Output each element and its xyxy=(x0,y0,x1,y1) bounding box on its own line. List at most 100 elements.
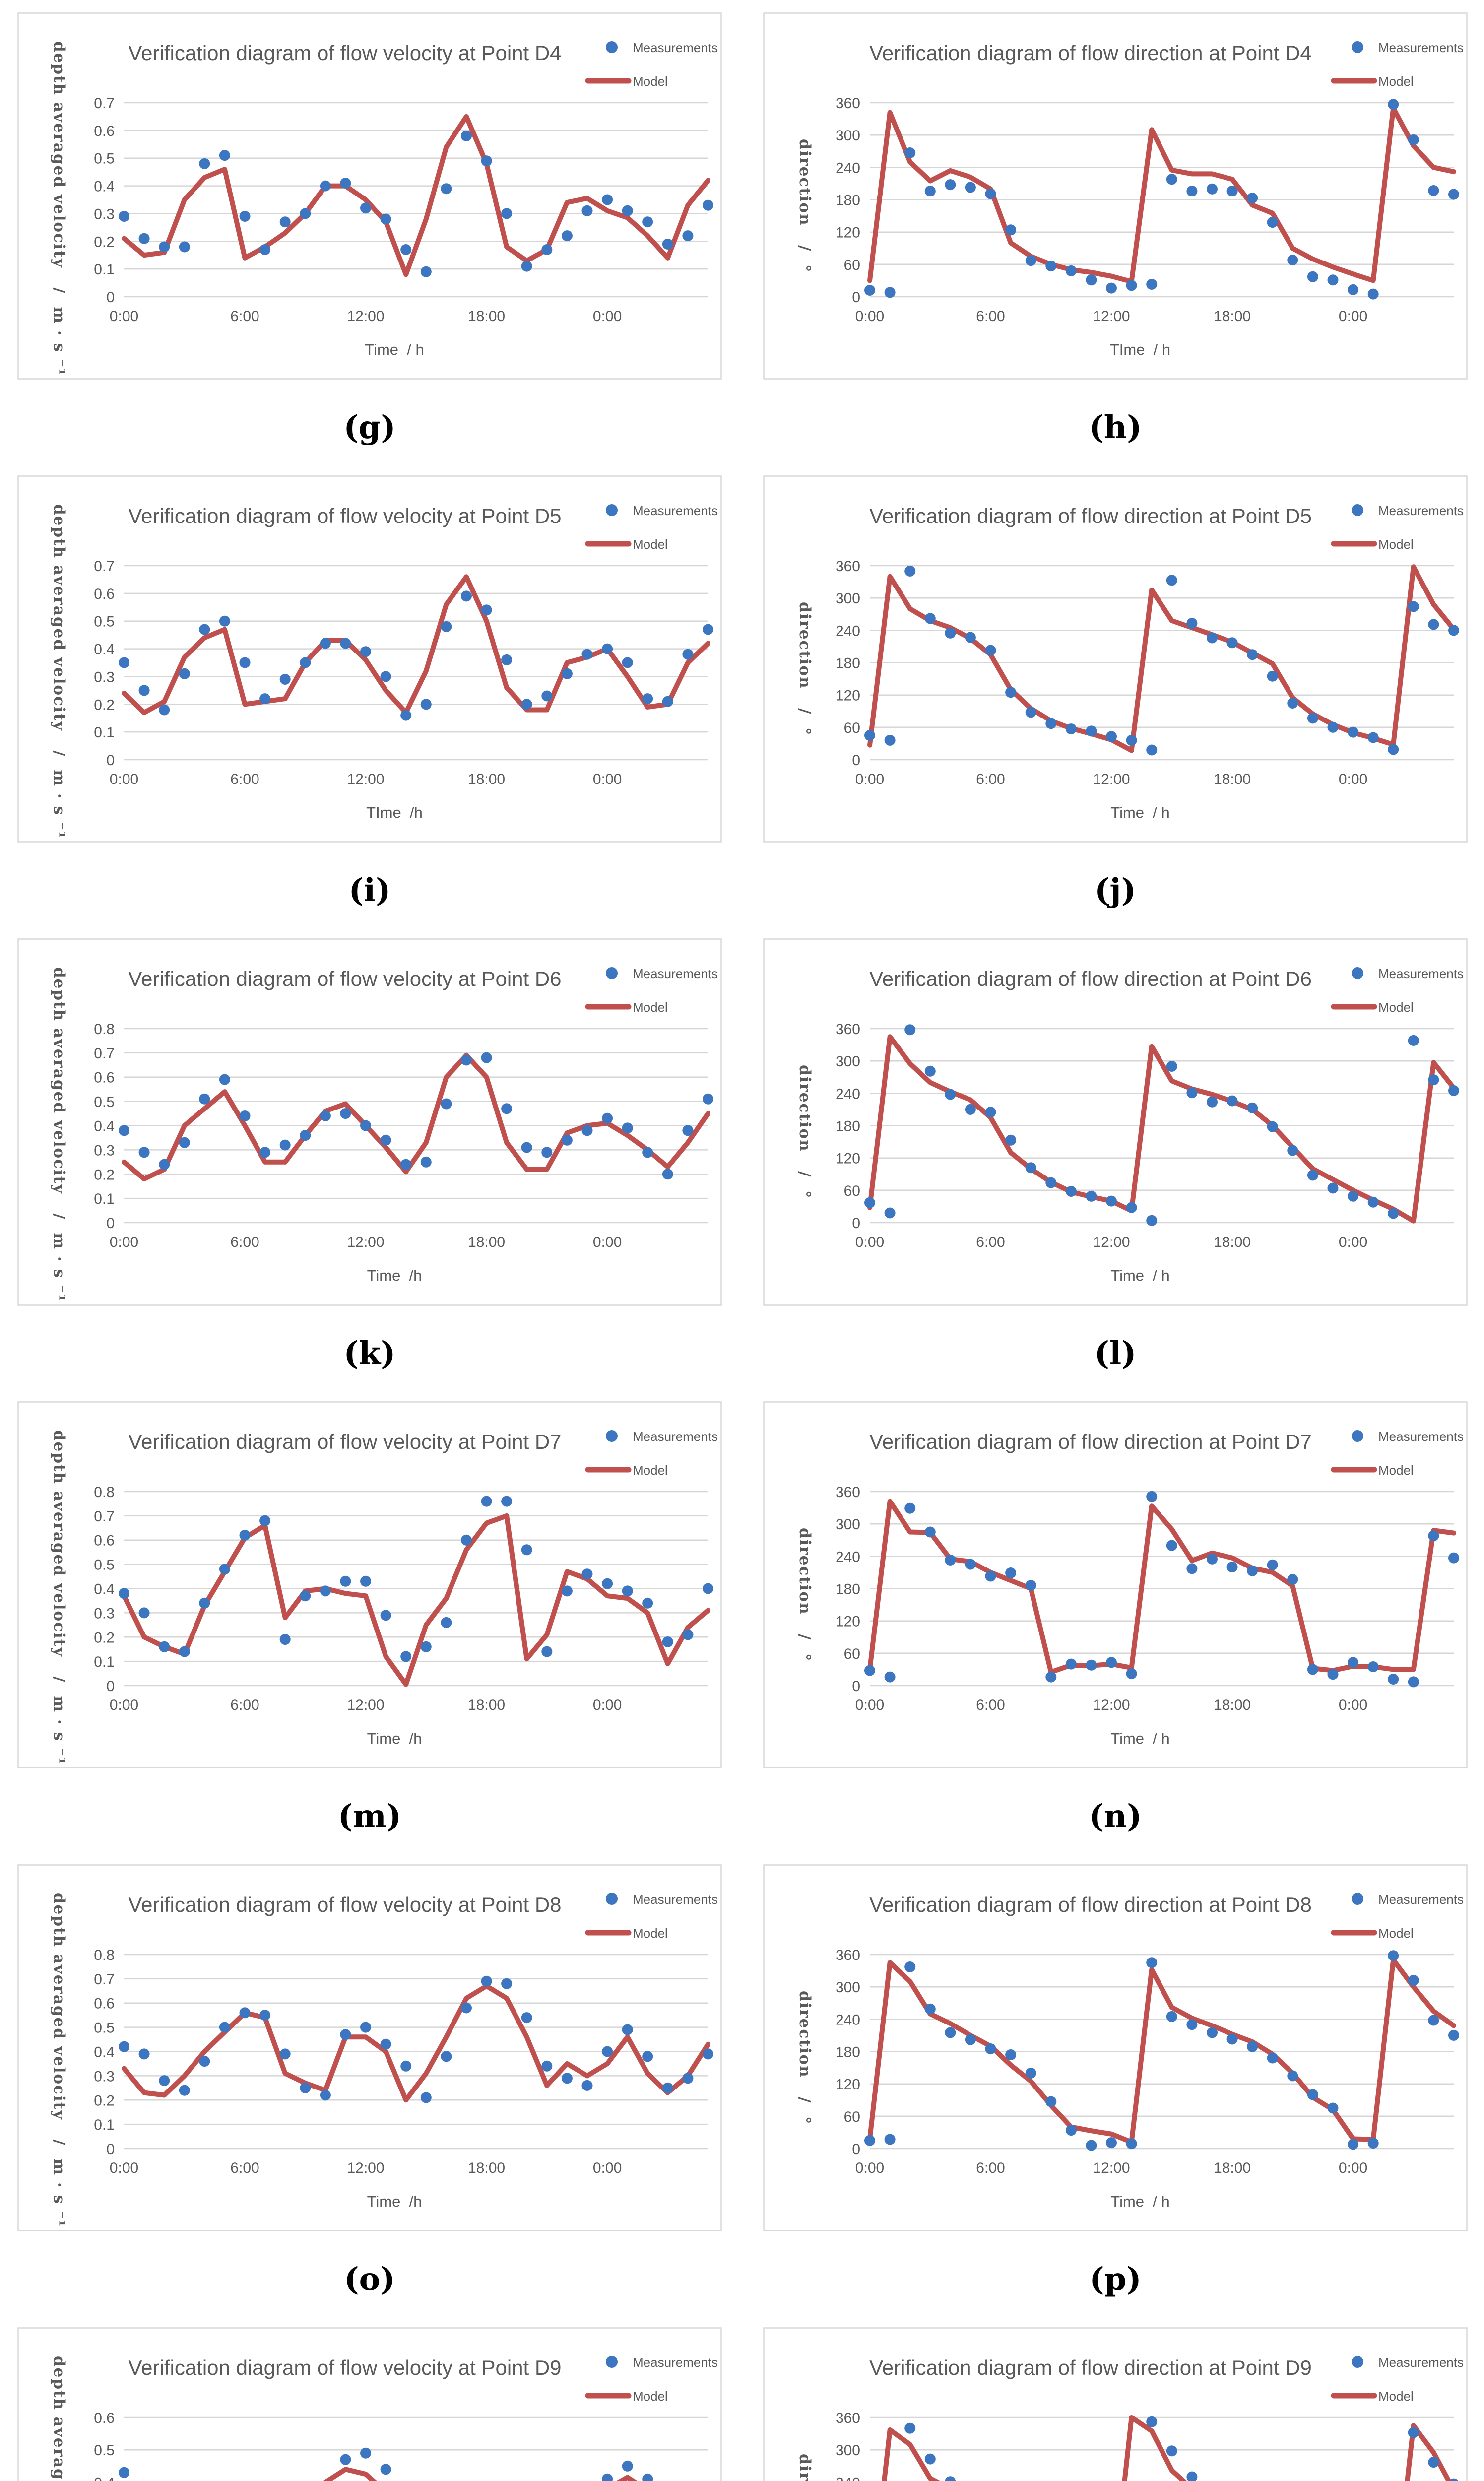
y-axis-title: direction / ° xyxy=(796,1991,814,2125)
measurement-dot xyxy=(1408,134,1419,145)
measurement-dot xyxy=(622,2024,633,2035)
measurement-dot xyxy=(300,208,311,219)
measurement-dot xyxy=(662,238,673,250)
measurement-dot xyxy=(461,1054,472,1066)
measurement-dot xyxy=(119,1125,129,1136)
measurement-dot xyxy=(864,1197,875,1208)
measurement-dot xyxy=(1408,1035,1419,1046)
measurement-dot xyxy=(541,2060,553,2072)
y-tick-label: 0 xyxy=(852,2141,860,2157)
y-tick-label: 0.4 xyxy=(94,2475,115,2481)
measurement-dot xyxy=(1065,723,1077,735)
measurement-dot xyxy=(441,183,452,195)
measurement-dot xyxy=(622,657,633,668)
measurement-dot xyxy=(1166,174,1177,185)
measurement-dot xyxy=(682,230,694,242)
measurement-dot xyxy=(1086,1659,1097,1671)
measurement-dot xyxy=(541,690,553,702)
legend-measurements-label: Measurements xyxy=(633,503,718,518)
x-axis-title: Time / h xyxy=(365,341,424,358)
measurement-dot xyxy=(642,1597,653,1609)
measurement-dot xyxy=(924,186,936,197)
measurement-dot xyxy=(1448,625,1459,636)
y-tick-label: 360 xyxy=(836,558,860,575)
measurement-dot xyxy=(1408,1975,1419,1986)
y-tick-label: 0.5 xyxy=(94,1557,115,1573)
legend-measurements-label: Measurements xyxy=(1378,966,1464,981)
measurement-dot xyxy=(320,1110,331,1121)
panel-label-k: (k) xyxy=(343,1335,396,1372)
chart-title: Verification diagram of flow direction a… xyxy=(869,41,1312,65)
measurement-dot xyxy=(985,1107,996,1118)
legend-measurements-label: Measurements xyxy=(1378,503,1464,518)
panel-label-j: (j) xyxy=(1095,872,1136,909)
measurement-dot xyxy=(360,202,371,214)
measurement-dot xyxy=(662,1169,673,1180)
x-tick-label: 6:00 xyxy=(976,1697,1005,1713)
y-tick-label: 240 xyxy=(836,1549,860,1565)
y-tick-label: 0.3 xyxy=(94,669,115,685)
measurement-dot xyxy=(239,657,251,668)
y-tick-label: 180 xyxy=(836,1118,860,1135)
measurement-dot xyxy=(400,1159,412,1170)
chart-title: Verification diagram of flow velocity at… xyxy=(128,967,561,990)
measurement-dot xyxy=(1348,2139,1359,2150)
y-tick-label: 0.7 xyxy=(94,95,115,112)
measurement-dot xyxy=(138,1147,150,1158)
measurement-dot xyxy=(1267,2052,1278,2064)
measurement-dot xyxy=(179,1137,190,1148)
y-tick-label: 0.8 xyxy=(94,1021,115,1038)
chart-border xyxy=(763,1401,1468,1768)
chart-svg: 0 60 120 180 240 300 360 0:00 6:00 12:00 18:00 0:00… xyxy=(763,1401,1468,1768)
legend-model-label: Model xyxy=(633,537,668,552)
x-tick-label: 18:00 xyxy=(468,1234,505,1250)
x-tick-label: 6:00 xyxy=(976,308,1005,325)
measurement-dot xyxy=(340,1575,351,1587)
measurement-dot xyxy=(521,261,532,272)
measurement-dot xyxy=(884,287,896,298)
x-tick-label: 18:00 xyxy=(1214,2160,1251,2176)
measurement-dot xyxy=(1307,1170,1318,1181)
measurement-dot xyxy=(179,241,190,253)
measurement-dot xyxy=(1348,726,1359,738)
y-axis-title: depth averaged velocity / m · s ⁻¹ xyxy=(50,41,68,376)
chart-svg: 0 60 120 180 240 300 360 0:00 6:00 12:00 18:00 0:00… xyxy=(763,475,1468,843)
measurement-dot xyxy=(703,199,713,211)
x-tick-label: 0:00 xyxy=(110,2160,138,2176)
measurement-dot xyxy=(340,1108,351,1119)
measurement-dot xyxy=(199,1597,210,1609)
x-axis-title: TIme /h xyxy=(366,804,423,821)
measurement-dot xyxy=(1126,1668,1137,1680)
y-tick-label: 0.1 xyxy=(94,1654,115,1670)
chart-title: Verification diagram of flow direction a… xyxy=(869,504,1312,527)
measurement-dot xyxy=(1186,2019,1198,2030)
measurement-dot xyxy=(1388,1208,1399,1219)
x-tick-label: 0:00 xyxy=(593,771,622,787)
y-tick-label: 300 xyxy=(836,1053,860,1070)
legend-model-label: Model xyxy=(1378,1463,1414,1478)
measurement-dot xyxy=(1428,1530,1439,1542)
measurement-dot xyxy=(340,178,351,189)
measurement-dot xyxy=(380,1134,391,1146)
measurement-dot xyxy=(481,1052,492,1063)
measurement-dot xyxy=(400,1651,412,1662)
measurement-dot xyxy=(1287,255,1298,266)
measurement-dot xyxy=(219,1564,230,1575)
y-tick-label: 0.2 xyxy=(94,697,115,713)
legend-measurements-label: Measurements xyxy=(1378,1429,1464,1444)
measurement-dot xyxy=(1005,1134,1017,1146)
y-tick-label: 240 xyxy=(836,1086,860,1102)
measurement-dot xyxy=(119,657,129,668)
measurement-dot xyxy=(1448,189,1459,200)
chart-border xyxy=(17,2327,722,2481)
measurement-dot xyxy=(985,1570,996,1582)
legend-model-label: Model xyxy=(1378,1926,1414,1941)
y-tick-label: 180 xyxy=(836,655,860,672)
measurement-dot xyxy=(703,1093,713,1105)
measurement-dot xyxy=(581,649,593,660)
measurement-dot xyxy=(259,693,271,705)
measurement-dot xyxy=(864,285,875,296)
measurement-dot xyxy=(1448,1085,1459,1096)
panel-label-g: (g) xyxy=(343,409,396,446)
x-tick-label: 12:00 xyxy=(347,1234,384,1250)
